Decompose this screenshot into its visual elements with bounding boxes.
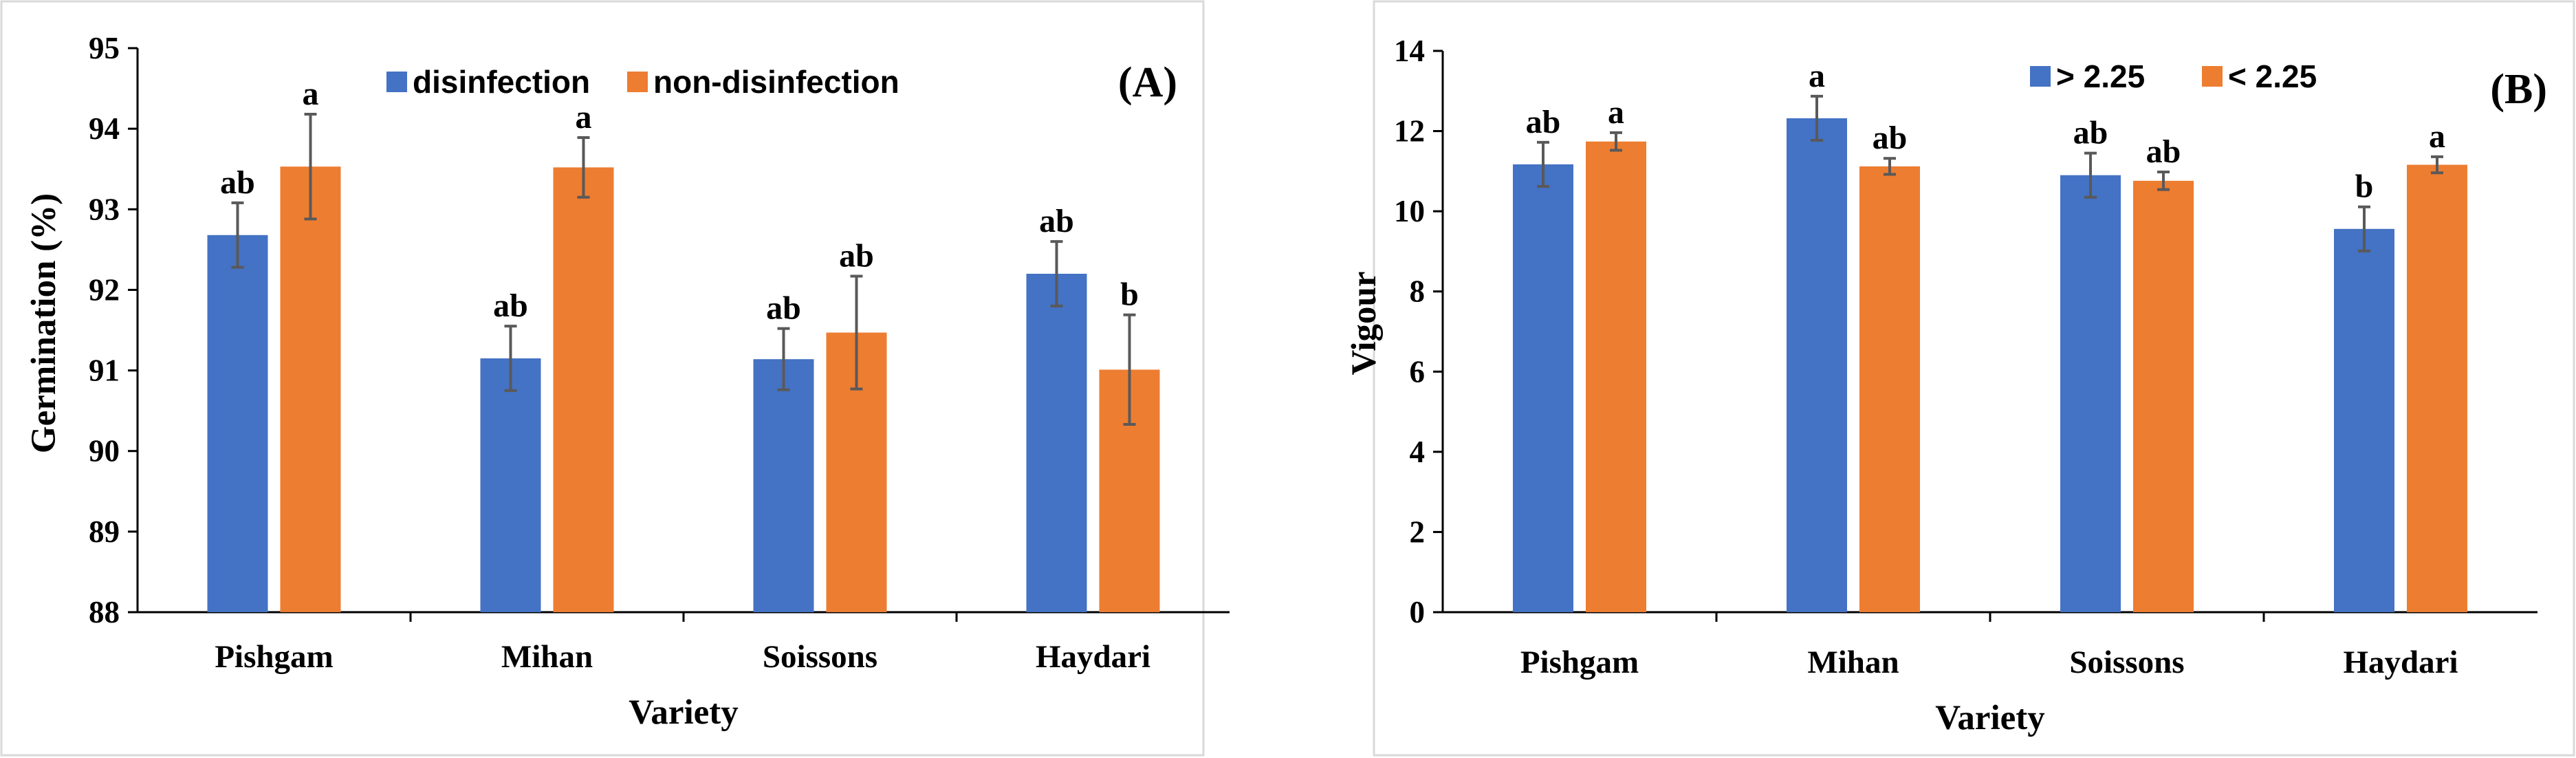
x-tick-label: Soissons: [2069, 645, 2184, 680]
legend-label-series-2: non-disinfection: [653, 64, 899, 100]
bar: [553, 167, 614, 612]
bar: [1787, 118, 1847, 613]
y-tick-label: 94: [89, 111, 120, 146]
legend-label-series-2: < 2.25: [2228, 58, 2317, 94]
significance-label: a: [1608, 94, 1624, 131]
significance-label: ab: [220, 164, 255, 201]
y-tick-label: 93: [89, 192, 120, 226]
y-tick-label: 88: [89, 595, 120, 629]
legend-swatch-series-2: [627, 72, 648, 92]
legend-swatch-series-1: [386, 72, 407, 92]
y-axis-title: Vigour: [1345, 271, 1384, 375]
significance-label: ab: [1873, 120, 1908, 156]
chart-panel-a: 88 89 90 91 92 93 94 95 Pishgam Mihan Soissons Hayd…: [0, 0, 1230, 757]
bar: [1513, 164, 1573, 612]
x-tick-label: Mihan: [1807, 645, 1899, 680]
bar: [2133, 180, 2194, 612]
significance-label: a: [1809, 58, 1825, 94]
bar: [1586, 141, 1646, 612]
panel-tag: (B): [2490, 66, 2547, 113]
bar: [480, 358, 541, 612]
significance-label: ab: [766, 290, 801, 327]
y-tick-label: 2: [1410, 515, 1426, 549]
significance-label: ab: [1526, 104, 1561, 140]
legend-label-series-1: > 2.25: [2056, 58, 2145, 94]
significance-label: b: [1120, 277, 1139, 313]
panel-frame: [0, 0, 1205, 757]
y-tick-label: 91: [89, 354, 120, 388]
legend: disinfection non-disinfection: [386, 64, 899, 100]
significance-label: a: [2429, 118, 2445, 155]
significance-label: a: [303, 76, 319, 112]
x-tick-label: Pishgam: [1520, 645, 1639, 680]
legend-label-series-1: disinfection: [413, 64, 590, 100]
significance-label: ab: [2146, 133, 2181, 170]
x-axis-title: Variety: [1935, 699, 2045, 737]
panel-frame: [1373, 0, 2575, 757]
y-tick-label: 6: [1410, 354, 1426, 389]
bar: [280, 166, 341, 612]
y-tick-label: 10: [1394, 194, 1425, 228]
bar: [2334, 228, 2394, 612]
significance-label: ab: [1039, 203, 1074, 239]
y-tick-label: 92: [89, 272, 120, 307]
x-tick-label: Haydari: [1036, 639, 1150, 675]
bar: [2407, 164, 2467, 612]
bars: ab a a ab ab ab b a: [1513, 58, 2467, 613]
axes: 88 89 90 91 92 93 94 95 Pishgam Mihan Soissons Hayd…: [89, 31, 1230, 675]
y-tick-label: 89: [89, 515, 120, 549]
significance-label: ab: [839, 238, 874, 274]
legend-swatch-series-1: [2030, 66, 2051, 87]
bar: [753, 359, 814, 612]
y-tick-label: 0: [1410, 595, 1426, 629]
y-tick-label: 8: [1410, 274, 1426, 309]
x-tick-label: Haydari: [2343, 645, 2458, 680]
legend-swatch-series-2: [2202, 66, 2223, 87]
bar: [1859, 166, 1920, 612]
bar: [2060, 175, 2121, 612]
x-tick-label: Pishgam: [215, 639, 333, 675]
chart-panel-b: 0 2 4 6 8 10 12 14 Pishgam Mihan Soissons Haydari a…: [1345, 0, 2575, 757]
y-tick-label: 90: [89, 434, 120, 468]
bar: [1026, 274, 1087, 612]
significance-label: ab: [493, 288, 528, 324]
x-axis-title: Variety: [629, 693, 739, 732]
significance-label: ab: [2073, 115, 2108, 151]
x-tick-label: Soissons: [763, 639, 877, 675]
bars: ab a ab a ab ab ab b: [207, 76, 1160, 612]
y-tick-label: 95: [89, 31, 120, 65]
y-tick-label: 4: [1410, 435, 1426, 469]
y-tick-label: 12: [1394, 114, 1425, 149]
significance-label: b: [2355, 169, 2374, 205]
panel-tag: (A): [1118, 59, 1177, 106]
y-axis-title: Germination (%): [25, 193, 63, 453]
bar: [207, 235, 268, 612]
legend: > 2.25 < 2.25: [2030, 58, 2317, 94]
x-tick-label: Mihan: [501, 639, 593, 675]
y-tick-label: 14: [1394, 34, 1425, 68]
significance-label: a: [576, 99, 592, 136]
